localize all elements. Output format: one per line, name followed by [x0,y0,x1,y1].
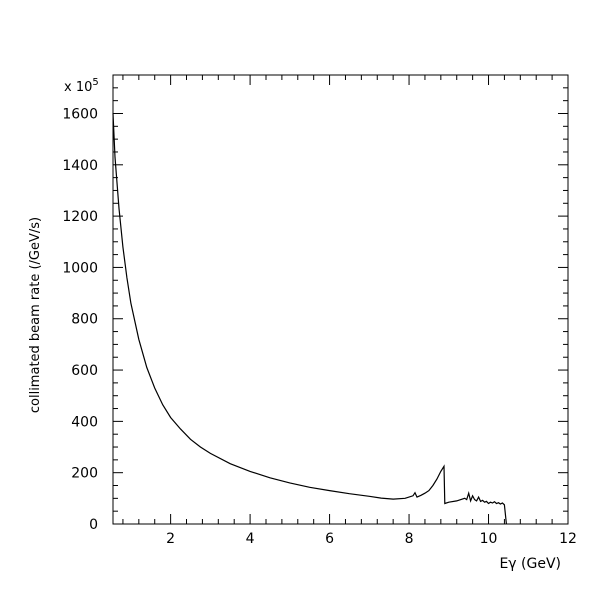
y-tick-label-7: 1400 [62,158,98,174]
y-tick-label-4: 800 [71,312,98,328]
plot-frame [112,74,569,525]
y-axis-label: collimated beam rate (/GeV/s) [28,217,43,413]
x-tick-label-1: 4 [246,531,255,547]
y-multiplier: x 105 [64,77,99,95]
x-axis-minor-ticks [122,75,553,524]
x-tick-label-5: 12 [559,531,577,547]
y-axis-minor-ticks [113,74,568,512]
x-tick-label-0: 2 [166,531,175,547]
series-line [112,113,507,525]
x-tick-label-2: 6 [325,531,334,547]
y-axis-ticks: 0 200 400 600 800 1000 1200 1400 1600 [62,106,568,533]
y-tick-label-1: 200 [71,466,98,482]
x-tick-label-3: 8 [405,531,414,547]
y-tick-label-0: 0 [89,517,98,533]
x-axis-label: Eγ (GeV) [499,556,561,572]
y-tick-label-2: 400 [71,414,98,430]
x-tick-label-4: 10 [480,531,498,547]
y-tick-label-5: 1000 [62,260,98,276]
y-tick-label-8: 1600 [62,106,98,122]
y-tick-label-6: 1200 [62,209,98,225]
y-tick-label-3: 600 [71,363,98,379]
y-multiplier-exponent: 5 [92,77,98,88]
x-axis-ticks: 2 4 6 8 10 12 [166,75,577,547]
